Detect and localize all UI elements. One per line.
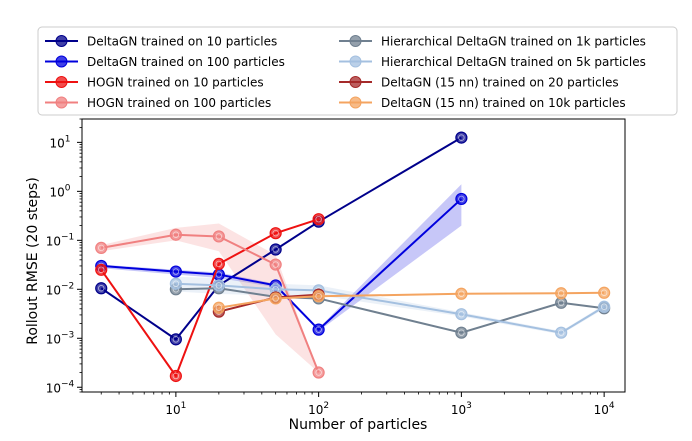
- y-tick-label: 10−2: [46, 281, 75, 297]
- legend-swatch-marker: [55, 76, 68, 88]
- series-3-point-ring: [98, 244, 105, 252]
- series-0-line: [100, 136, 462, 341]
- series-1-point: [312, 323, 325, 336]
- series-3-band: [101, 223, 319, 373]
- legend: DeltaGN trained on 10 particles DeltaGN t…: [37, 26, 678, 116]
- x-tick-label: 101: [165, 401, 186, 417]
- series-7-point-ring: [272, 295, 279, 302]
- series-1-point-ring: [315, 326, 322, 333]
- series-2-point: [169, 369, 182, 383]
- series-7-point-ring: [600, 289, 608, 296]
- legend-label: Hierarchical DeltaGN trained on 5k parti…: [381, 55, 646, 69]
- series-0-point-ring: [458, 134, 465, 141]
- series-7-point-ring: [557, 290, 565, 297]
- series-2-point-ring: [272, 229, 279, 237]
- legend-label: DeltaGN (15 nn) trained on 10k particles: [381, 96, 626, 110]
- series-4-point-ring: [458, 329, 465, 336]
- legend-label: Hierarchical DeltaGN trained on 1k parti…: [381, 35, 646, 49]
- legend-swatch-marker: [55, 55, 68, 68]
- legend-label: DeltaGN trained on 10 particles: [87, 35, 277, 49]
- legend-label: HOGN trained on 100 particles: [87, 96, 271, 110]
- series-3-point: [312, 366, 325, 379]
- series-5-point: [455, 308, 468, 321]
- series-1-point-ring: [172, 268, 180, 275]
- legend-swatch-marker: [349, 96, 362, 109]
- series-2-point-ring: [315, 215, 322, 223]
- series-5-point: [212, 279, 225, 292]
- series-7-point-ring: [458, 290, 465, 297]
- legend-swatch-marker: [55, 35, 68, 47]
- legend-swatch-marker: [349, 55, 362, 68]
- legend-label: DeltaGN (15 nn) trained on 20 particles: [381, 76, 619, 90]
- series-2-point: [269, 227, 282, 240]
- series-1-point: [455, 192, 468, 206]
- series-0-point: [455, 131, 468, 144]
- series-2-point: [95, 263, 108, 276]
- series-0-point: [169, 333, 182, 346]
- series-0-point-ring: [172, 336, 180, 343]
- series-5-point-ring: [215, 282, 223, 289]
- series-0-point-ring: [98, 285, 105, 292]
- series-2-point-ring: [172, 372, 180, 380]
- series-2-point-ring: [215, 260, 223, 268]
- axes: 101 102 103 104 10−4 10−3 10−2 10−1 100 101: [46, 118, 626, 417]
- series-2-point: [212, 257, 225, 271]
- series-0-point: [95, 282, 108, 295]
- series-1-band: [101, 184, 462, 332]
- legend-label: DeltaGN trained on 100 particles: [87, 55, 285, 69]
- series-5-point-ring: [557, 329, 565, 336]
- series-3-point-ring: [215, 233, 223, 240]
- series-5-point: [169, 277, 182, 290]
- series-7-point-ring: [215, 304, 223, 311]
- legend-swatch-marker: [349, 76, 362, 88]
- series-7-point: [555, 287, 568, 300]
- y-tick-label: 100: [49, 183, 70, 199]
- series-1-line: [101, 198, 463, 332]
- series-4-point: [455, 326, 468, 339]
- series-3-point-ring: [315, 369, 322, 376]
- series-3-point: [212, 230, 225, 243]
- y-tick-label: 10−1: [46, 232, 75, 248]
- series-1-point-ring: [215, 271, 223, 278]
- series-7-point: [312, 290, 325, 303]
- series-2-point-ring: [98, 266, 105, 274]
- series-1-point-ring: [458, 195, 465, 203]
- series-0-point-ring: [272, 246, 279, 253]
- series-5-point-ring: [600, 303, 608, 310]
- series-3-point-ring: [272, 261, 279, 268]
- legend-swatch-marker: [349, 35, 362, 47]
- series-4-point-ring: [557, 299, 565, 307]
- series-2-point: [312, 213, 325, 226]
- y-tick-label: 10−4: [46, 379, 75, 395]
- series-0-point: [269, 243, 282, 256]
- series-7-line: [218, 291, 605, 309]
- series-7-point: [212, 301, 225, 314]
- x-tick-label: 103: [451, 401, 472, 417]
- x-tick-label: 102: [308, 401, 329, 417]
- legend-swatch-marker: [55, 96, 68, 109]
- legend-label: HOGN trained on 10 particles: [87, 76, 264, 90]
- series-5-point: [598, 300, 611, 313]
- series-3-point-ring: [172, 231, 180, 238]
- y-tick-label: 101: [49, 134, 70, 150]
- y-tick-label: 10−3: [46, 330, 75, 346]
- series-1-point: [169, 265, 182, 278]
- series-3-point: [95, 241, 108, 255]
- series-5-point: [555, 326, 568, 339]
- plot-area: [95, 131, 611, 383]
- legend-box: [37, 26, 678, 116]
- x-axis-label: Number of particles: [289, 417, 428, 433]
- series-7-point-ring: [315, 293, 322, 300]
- series-5-point-ring: [172, 280, 180, 287]
- series-3-point: [269, 258, 282, 271]
- series-7-point: [598, 286, 611, 299]
- y-axis-label: Rollout RMSE (20 steps): [25, 177, 41, 345]
- x-tick-label: 104: [594, 401, 615, 417]
- series-3-point: [169, 228, 182, 241]
- series-5-point-ring: [458, 311, 465, 318]
- axes-frame: [81, 118, 626, 393]
- series-7-point: [455, 287, 468, 300]
- series-7-point: [269, 292, 282, 305]
